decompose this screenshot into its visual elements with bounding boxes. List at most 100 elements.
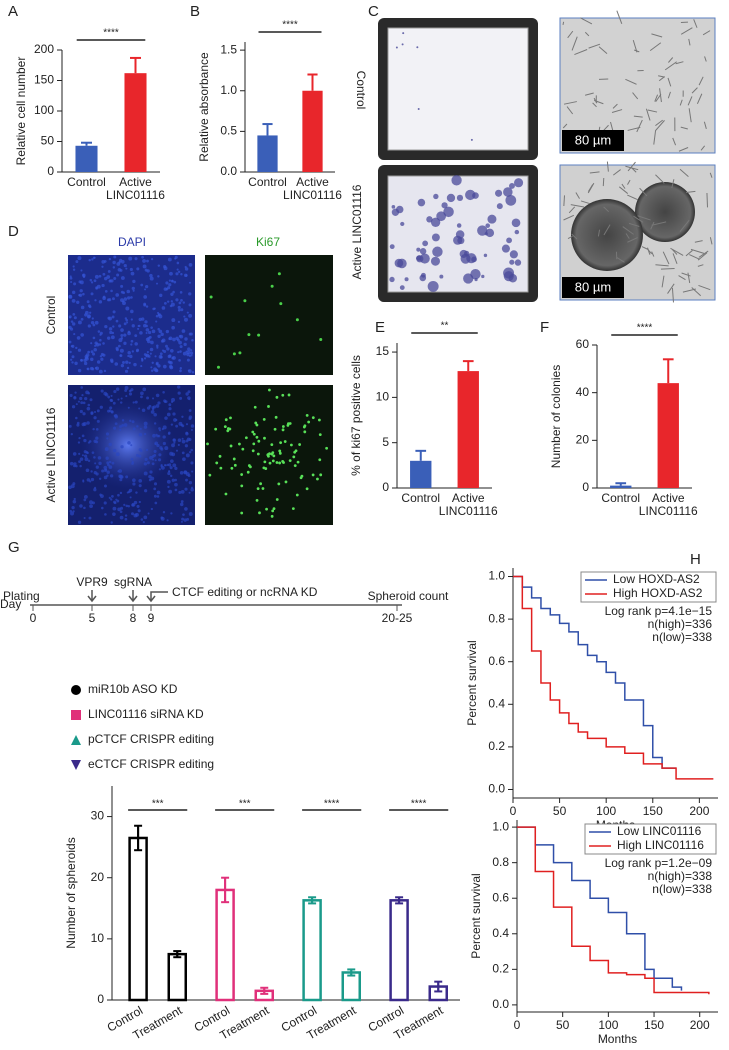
nucleus <box>89 278 93 282</box>
nucleus <box>148 335 152 339</box>
nucleus <box>70 511 75 516</box>
nucleus <box>157 264 161 267</box>
nucleus <box>78 320 82 325</box>
nucleus <box>144 320 148 324</box>
nucleus <box>110 335 115 340</box>
legend-marker <box>71 735 81 745</box>
ki67-dot <box>255 423 259 427</box>
nucleus <box>124 317 128 320</box>
nucleus <box>78 293 81 297</box>
nucleus <box>172 412 176 416</box>
ki67-dot <box>240 511 244 515</box>
nucleus <box>129 354 133 359</box>
nucleus <box>72 499 77 504</box>
nucleus <box>140 365 143 368</box>
fluorescence-image <box>68 385 195 525</box>
nucleus <box>104 447 109 452</box>
cell <box>633 215 644 223</box>
nucleus <box>82 401 86 405</box>
nucleus <box>80 269 83 272</box>
nucleus <box>143 462 148 466</box>
nucleus <box>92 323 96 327</box>
nucleus <box>94 462 97 465</box>
nucleus <box>78 436 81 440</box>
nucleus <box>150 258 154 261</box>
timeline-event: Plating <box>3 589 40 603</box>
colony <box>417 107 420 110</box>
nucleus <box>175 449 179 452</box>
nucleus <box>128 256 133 261</box>
ki67-dot <box>218 454 222 458</box>
nucleus <box>138 324 141 328</box>
cell <box>651 221 667 226</box>
nucleus <box>112 260 116 265</box>
timeline-axis-label: Day <box>0 597 21 611</box>
ki67-dot <box>274 415 278 419</box>
nucleus <box>101 283 105 288</box>
significance-label: ** <box>441 321 449 332</box>
ki67-dot <box>257 333 261 337</box>
nucleus <box>119 425 122 428</box>
nucleus <box>99 338 102 342</box>
legend-label: eCTCF CRISPR editing <box>88 757 214 771</box>
x-tick-label: Control <box>401 492 441 505</box>
nucleus <box>138 500 141 504</box>
legend-marker <box>71 685 81 695</box>
cell <box>680 27 693 35</box>
nucleus <box>177 438 182 443</box>
nucleus <box>96 419 100 423</box>
nucleus <box>104 290 108 293</box>
nucleus <box>117 493 120 497</box>
nucleus <box>68 424 72 428</box>
cell <box>668 57 674 63</box>
ki67-dot <box>281 428 285 432</box>
nucleus <box>87 441 91 444</box>
nucleus <box>87 315 91 319</box>
nucleus <box>168 470 171 473</box>
cell <box>603 224 611 236</box>
significance-label: **** <box>637 323 653 334</box>
nucleus <box>132 482 136 486</box>
nucleus <box>73 282 77 286</box>
cell <box>637 215 651 221</box>
ki67-dot <box>318 433 322 437</box>
nucleus <box>86 367 90 371</box>
colony <box>511 218 521 228</box>
cell <box>670 247 684 256</box>
nucleus <box>177 443 180 447</box>
nucleus <box>188 303 192 307</box>
row-label: Active LINC01116 <box>350 184 364 279</box>
nucleus <box>185 439 189 443</box>
colony <box>395 46 398 49</box>
nucleus <box>131 420 135 424</box>
colony <box>441 202 448 209</box>
nucleus <box>113 501 117 505</box>
cell <box>625 165 639 171</box>
nucleus <box>111 315 115 319</box>
cell <box>633 115 643 118</box>
nucleus <box>112 297 115 301</box>
nucleus <box>155 433 158 436</box>
ki67-dot <box>278 451 282 455</box>
nucleus <box>75 464 78 468</box>
ki67-dot <box>318 418 321 422</box>
ki67-dot <box>311 416 315 420</box>
ki67-dot <box>286 423 290 427</box>
panel-letter: D <box>8 223 19 240</box>
nucleus <box>107 395 111 399</box>
nucleus <box>90 281 94 284</box>
nucleus <box>94 486 97 489</box>
nucleus <box>155 320 158 323</box>
nucleus <box>143 295 148 299</box>
x-tick-label: 200 <box>689 804 709 818</box>
nucleus <box>182 301 185 304</box>
nucleus <box>104 324 108 329</box>
cell <box>563 101 577 105</box>
nucleus <box>169 466 173 470</box>
nucleus <box>190 488 194 492</box>
nucleus <box>187 390 191 394</box>
nucleus <box>80 358 83 362</box>
y-tick-label: 0.5 <box>220 124 237 138</box>
error-bar <box>415 449 427 461</box>
cell <box>694 240 703 243</box>
